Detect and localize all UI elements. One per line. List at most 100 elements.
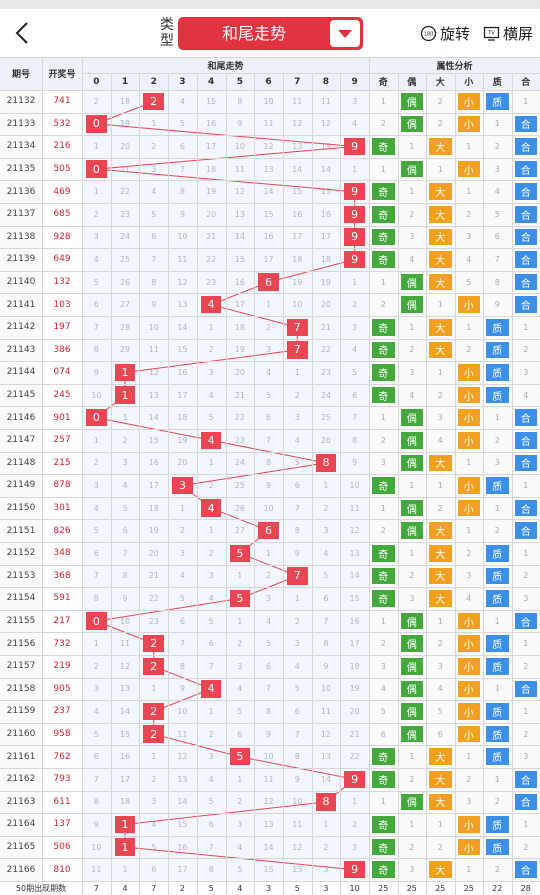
miss-count-cell: 11 (292, 819, 303, 829)
miss-count-cell: 6 (179, 616, 185, 626)
miss-count-cell: 13 (320, 141, 332, 151)
draw-cell: 368 (53, 570, 71, 581)
miss-count-cell: 6 (323, 593, 329, 603)
miss-count-cell: 19 (292, 277, 303, 287)
miss-count-cell: 26 (234, 503, 245, 513)
attr-miss-cell: 1 (523, 322, 529, 332)
back-button[interactable] (12, 21, 34, 45)
attr-badge: 大 (429, 861, 452, 878)
miss-count-cell: 15 (320, 187, 332, 197)
attr-badge: 小 (457, 612, 480, 630)
draw-cell: 217 (53, 616, 71, 627)
miss-count-cell: 15 (177, 345, 188, 355)
rotate-button[interactable]: 180 旋转 (420, 23, 470, 43)
miss-count-cell: 2 (323, 503, 329, 513)
attr-badge: 大 (429, 793, 452, 811)
miss-count-cell: 12 (263, 141, 274, 151)
miss-count-cell: 1 (179, 503, 185, 513)
attr-badge: 合 (514, 522, 537, 539)
issue-cell: 21148 (6, 457, 36, 468)
attr-badge: 质 (486, 364, 509, 381)
issue-cell: 21156 (6, 638, 36, 649)
miss-count-cell: 11 (91, 865, 102, 875)
miss-count-cell: 9 (294, 548, 300, 558)
attr-badge: 质 (486, 703, 509, 720)
issue-cell: 21132 (6, 96, 36, 107)
miss-count-cell: 3 (237, 819, 243, 829)
attr-badge: 小 (457, 680, 480, 698)
miss-count-cell: 20 (177, 458, 188, 468)
hit-digit-cell: 8 (315, 793, 337, 811)
miss-count-cell: 1 (151, 752, 157, 762)
attr-miss-cell: 8 (494, 277, 500, 287)
draw-cell: 301 (53, 503, 71, 514)
attr-miss-cell: 1 (409, 819, 415, 829)
miss-count-cell: 28 (119, 322, 131, 332)
attr-badge: 小 (457, 386, 480, 404)
footer-count: 4 (122, 883, 128, 893)
attr-badge: 奇 (372, 319, 395, 336)
miss-count-cell: 4 (208, 774, 214, 784)
miss-count-cell: 11 (119, 639, 131, 649)
attr-badge: 奇 (372, 567, 395, 585)
miss-count-cell: 12 (263, 797, 274, 807)
miss-count-cell: 14 (148, 413, 159, 423)
attr-miss-cell: 3 (466, 797, 472, 807)
issue-cell: 21140 (6, 277, 36, 288)
miss-count-cell: 17 (263, 254, 274, 264)
miss-count-cell: 9 (352, 458, 358, 468)
miss-count-cell: 12 (292, 119, 303, 129)
miss-count-cell: 11 (320, 706, 332, 716)
footer-count: 22 (492, 883, 503, 893)
miss-count-cell: 20 (234, 367, 245, 377)
miss-count-cell: 21 (234, 390, 245, 400)
dropdown-button[interactable] (330, 20, 360, 47)
miss-count-cell: 8 (122, 571, 128, 581)
miss-count-cell: 3 (265, 593, 272, 603)
attr-badge: 小 (457, 725, 480, 743)
landscape-button[interactable]: TV 横屏 (483, 23, 533, 43)
attr-miss-cell: 2 (437, 96, 443, 106)
issue-cell: 21141 (6, 299, 36, 310)
miss-count-cell: 13 (263, 164, 274, 174)
draw-cell: 810 (53, 864, 71, 875)
attr-miss-cell: 7 (494, 254, 500, 264)
trend-type-select[interactable]: 和尾走势 (178, 17, 363, 50)
attr-badge: 小 (457, 477, 480, 494)
miss-count-cell: 8 (265, 458, 272, 468)
miss-count-cell: 5 (93, 277, 99, 287)
miss-count-cell: 6 (208, 819, 214, 829)
miss-count-cell: 1 (265, 548, 272, 558)
draw-cell: 928 (53, 231, 71, 242)
attr-miss-cell: 1 (494, 413, 500, 423)
miss-count-cell: 3 (122, 458, 128, 468)
miss-count-cell: 7 (179, 639, 185, 649)
hit-digit-cell: 4 (200, 680, 222, 698)
miss-count-cell: 1 (122, 865, 128, 875)
draw-cell: 215 (53, 457, 71, 468)
miss-count-cell: 5 (237, 706, 243, 716)
miss-count-cell: 1 (93, 639, 99, 649)
miss-count-cell: 6 (122, 526, 128, 536)
attr-miss-cell: 1 (494, 684, 500, 694)
miss-count-cell: 4 (208, 593, 214, 603)
miss-count-cell: 19 (349, 684, 360, 694)
miss-count-cell: 4 (151, 819, 157, 829)
attr-miss-cell: 1 (380, 797, 386, 807)
attr-miss-cell: 2 (494, 435, 500, 445)
miss-count-cell: 2 (93, 458, 99, 468)
attr-miss-cell: 4 (409, 254, 415, 264)
attr-miss-cell: 2 (523, 345, 529, 355)
miss-count-cell: 7 (93, 774, 99, 784)
miss-count-cell: 5 (352, 367, 358, 377)
miss-count-cell: 1 (208, 526, 214, 536)
miss-count-cell: 3 (208, 752, 214, 762)
miss-count-cell: 2 (208, 729, 214, 739)
attr-badge: 小 (457, 364, 480, 381)
attr-badge: 大 (429, 183, 452, 200)
miss-count-cell: 17 (234, 300, 245, 310)
miss-count-cell: 3 (323, 865, 329, 875)
attr-badge: 奇 (372, 206, 395, 223)
miss-count-cell: 11 (320, 96, 332, 106)
attr-miss-cell: 1 (437, 367, 443, 377)
